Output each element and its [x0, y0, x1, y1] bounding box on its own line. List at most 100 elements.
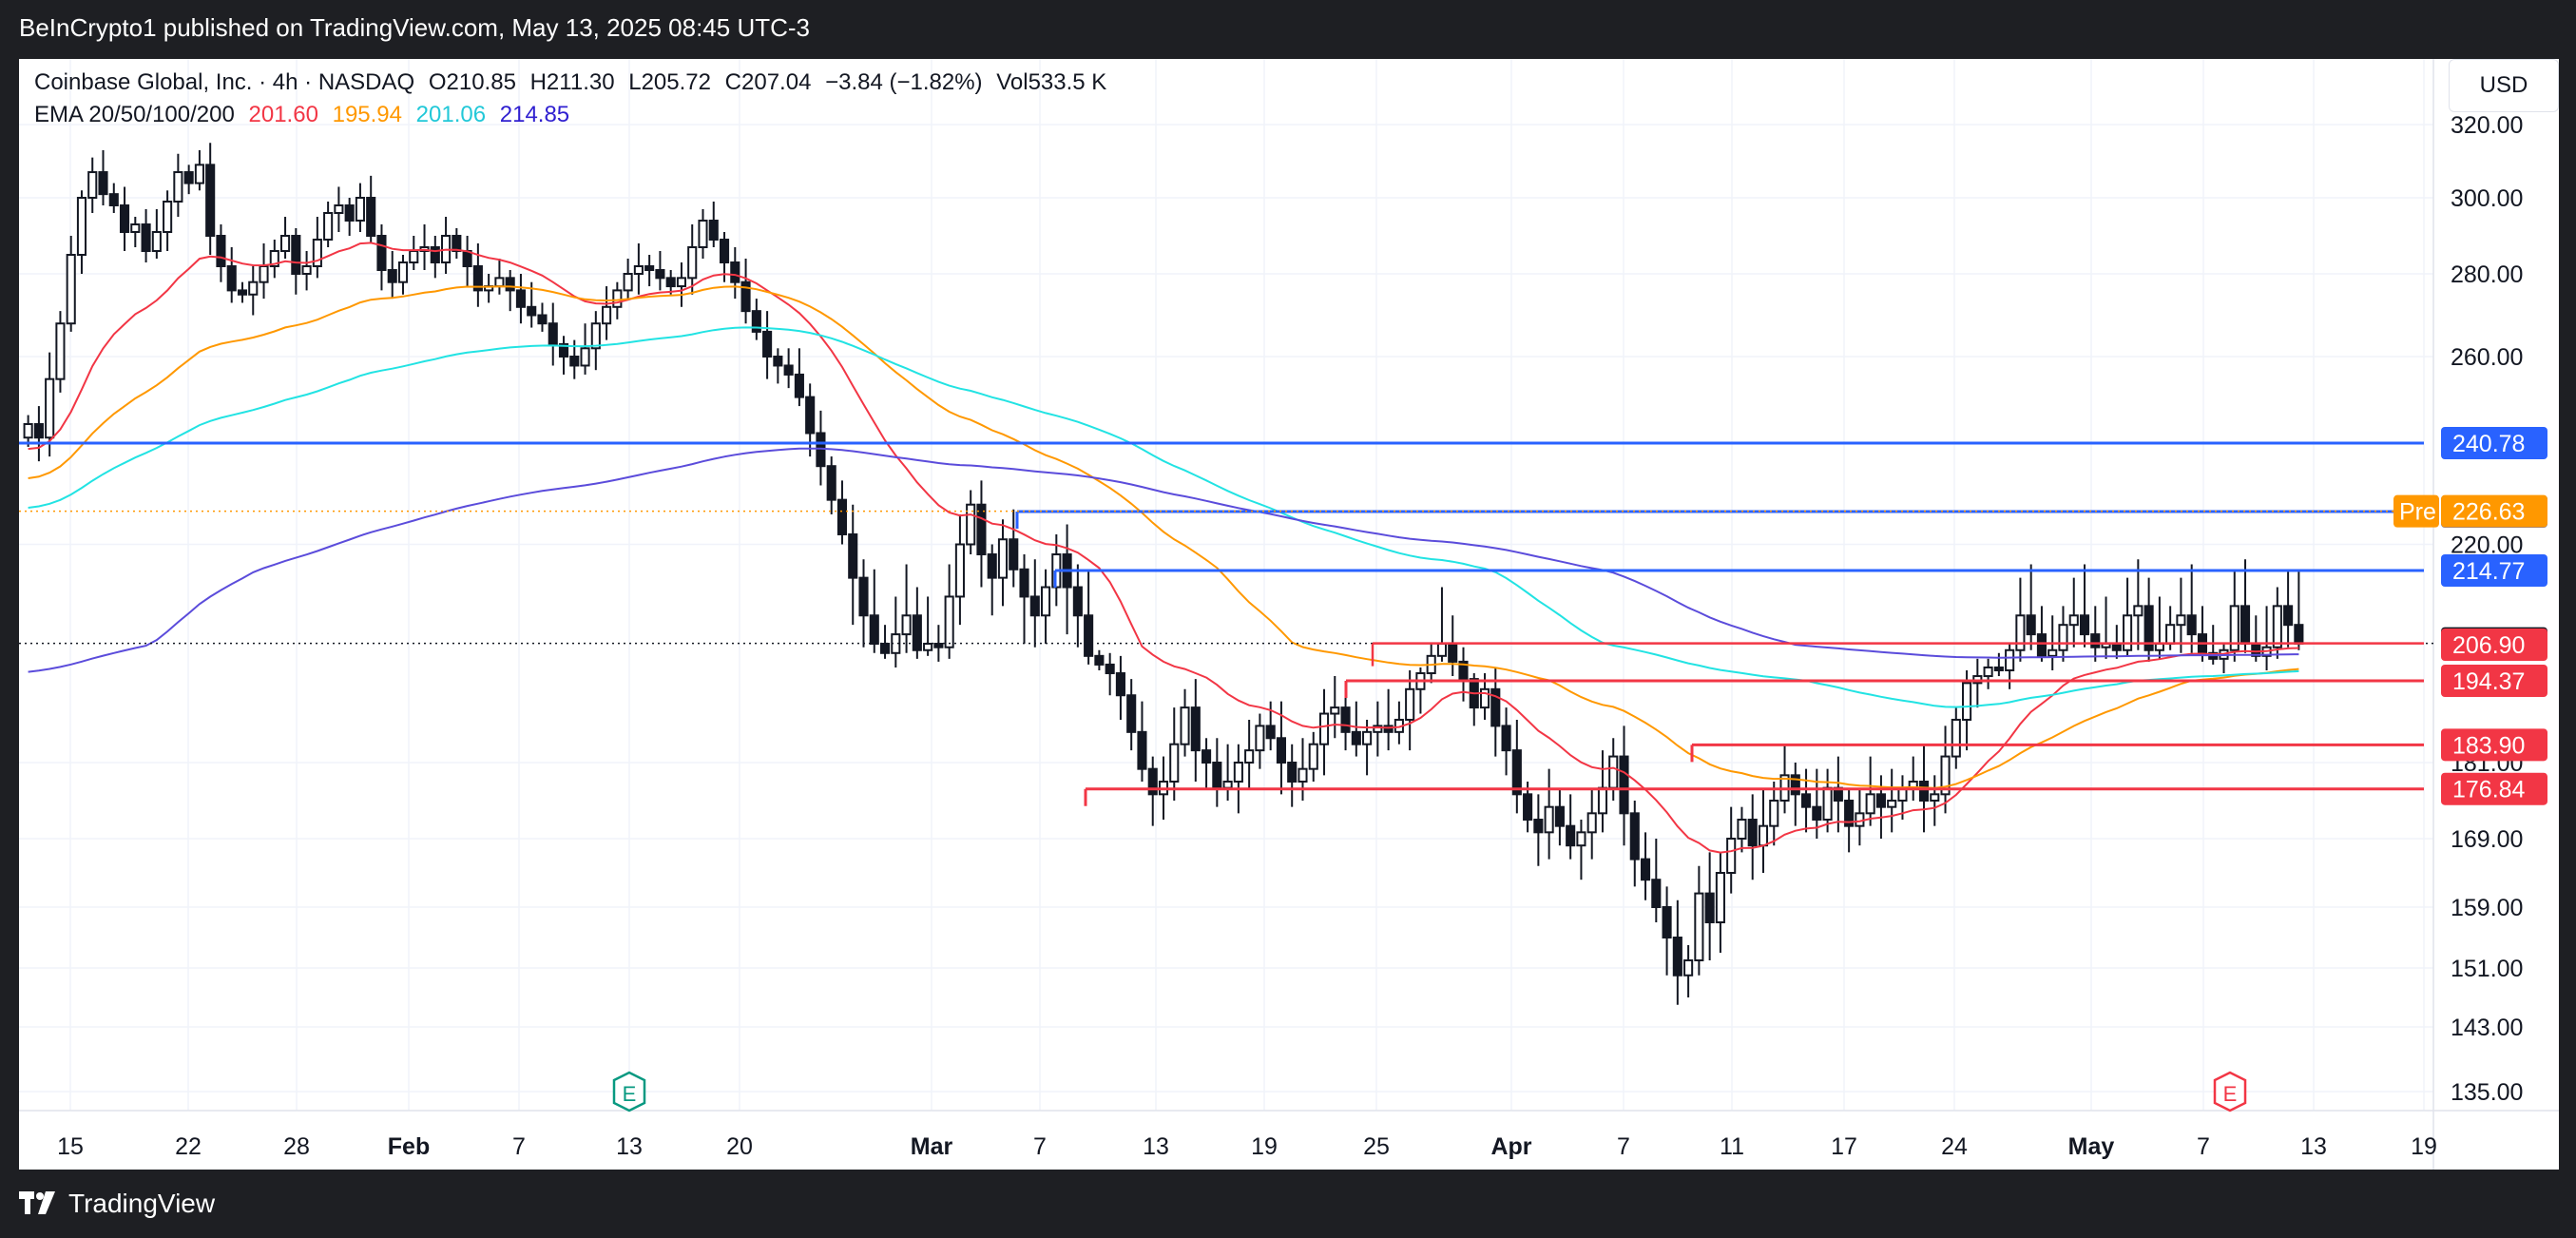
- candle-down: [1137, 730, 1147, 770]
- candle-up: [676, 277, 687, 288]
- candle-down: [794, 373, 804, 398]
- candle-down: [1448, 643, 1458, 663]
- low-value: L205.72: [628, 69, 711, 95]
- candle-down: [1672, 937, 1682, 977]
- candle-down: [1566, 824, 1576, 847]
- candle-down: [1790, 774, 1800, 796]
- candle-up: [602, 305, 612, 325]
- time-axis-tick-label: 13: [1143, 1133, 1169, 1160]
- change-value: −3.84 (−1.82%): [825, 69, 983, 95]
- currency-button[interactable]: USD: [2449, 59, 2559, 112]
- price-axis-tick-label: 220.00: [2451, 532, 2523, 558]
- candle-down: [869, 614, 879, 646]
- candle-down: [1875, 793, 1886, 808]
- price-tag-pre-bg: [2441, 494, 2547, 528]
- candle-down: [1115, 672, 1125, 697]
- candle-down: [98, 171, 108, 196]
- price-tag-resistance: 240.78: [2452, 431, 2525, 457]
- candle-up: [1608, 755, 1619, 789]
- ema200-value: 214.85: [499, 102, 570, 127]
- candle-up: [1694, 892, 1704, 961]
- candle-up: [259, 265, 269, 283]
- bottom-bar: TradingView: [0, 1170, 2576, 1238]
- ema20-line: [28, 242, 2299, 854]
- price-axis-tick-label: 143.00: [2451, 1015, 2523, 1041]
- candle-up: [2154, 643, 2164, 651]
- pre-badge-label: Pre: [2399, 499, 2436, 526]
- candle-up: [1233, 762, 1243, 783]
- candle-up: [2068, 614, 2079, 627]
- candle-up: [1576, 831, 1586, 847]
- candle-up: [901, 614, 912, 636]
- chart-pane[interactable]: 320.00 300.00 280.00 260.00 220.00 181.00 169.…: [19, 59, 2559, 1170]
- candle-down: [505, 277, 515, 292]
- publisher-line: BeInCrypto1 published on TradingView.com…: [19, 13, 810, 42]
- candle-down: [912, 614, 922, 651]
- candle-up: [355, 197, 365, 222]
- candle-down: [376, 235, 387, 271]
- earnings-marker-label: E: [2223, 1082, 2238, 1106]
- time-axis-tick-label: 11: [1720, 1133, 1744, 1160]
- candle-down: [2026, 614, 2036, 636]
- candle-up: [1041, 586, 1051, 617]
- tradingview-brand: TradingView: [68, 1189, 216, 1218]
- earnings-marker-label: E: [623, 1082, 637, 1106]
- price-tag-ema20-bg: [2441, 629, 2547, 661]
- candle-down: [462, 250, 472, 267]
- candle-up: [1318, 712, 1330, 745]
- candle-down: [1340, 706, 1351, 733]
- price-tag-support-bg: [2441, 665, 2547, 697]
- candle-down: [1801, 793, 1812, 808]
- time-axis-tick-label: 25: [1363, 1133, 1390, 1160]
- candle-up: [23, 423, 33, 439]
- price-tag-pre: 226.63: [2452, 499, 2525, 526]
- candle-up: [1865, 793, 1875, 815]
- candle-up: [2058, 624, 2068, 651]
- close-value: C207.04: [724, 69, 812, 95]
- candle-up: [130, 223, 141, 233]
- pre-badge-bg: [2393, 494, 2439, 528]
- earnings-marker-icon: [612, 1071, 646, 1112]
- candle-down: [1918, 781, 1930, 802]
- price-axis-tick-label: 320.00: [2451, 112, 2523, 139]
- candle-down: [2283, 605, 2294, 627]
- time-axis-tick-label: 7: [512, 1133, 526, 1160]
- candle-down: [119, 204, 130, 233]
- price-chart[interactable]: 320.00300.00280.00260.00220.00181.00169.…: [19, 59, 2559, 1170]
- candle-down: [1662, 906, 1672, 938]
- symbol-title[interactable]: Coinbase Global, Inc. · 4h · NASDAQ: [34, 69, 415, 95]
- candle-down: [1201, 749, 1212, 764]
- candle-up: [87, 171, 98, 200]
- candle-up: [1544, 805, 1554, 834]
- candle-up: [151, 231, 162, 252]
- open-value: O210.85: [428, 69, 516, 95]
- candle-down: [366, 197, 376, 237]
- time-axis-tick-label: 20: [726, 1133, 753, 1160]
- candle-down: [1640, 858, 1651, 881]
- candle-down: [730, 261, 740, 283]
- candle-down: [783, 364, 794, 376]
- candle-up: [687, 246, 698, 280]
- candle-down: [558, 342, 569, 358]
- ema-label[interactable]: EMA 20/50/100/200: [34, 102, 235, 127]
- tradingview-logo[interactable]: TradingView: [19, 1189, 215, 1219]
- candle-down: [2111, 643, 2122, 651]
- candle-up: [1940, 755, 1951, 796]
- candle-down: [1105, 663, 1115, 675]
- high-value: H211.30: [529, 69, 615, 95]
- candle-down: [933, 643, 944, 648]
- candle-down: [762, 330, 773, 358]
- candle-up: [698, 220, 708, 248]
- candle-up: [173, 171, 183, 203]
- candle-up: [944, 595, 954, 648]
- candle-down: [515, 289, 527, 308]
- candle-up: [997, 538, 1009, 579]
- candle-down: [1993, 666, 2004, 671]
- candle-up: [1726, 838, 1737, 874]
- candle-up: [66, 254, 76, 325]
- candle-down: [2090, 633, 2101, 648]
- candle-up: [409, 250, 419, 263]
- candle-down: [548, 322, 558, 345]
- time-axis-tick-label: May: [2068, 1133, 2115, 1160]
- time-axis-tick-label: Apr: [1490, 1133, 1531, 1160]
